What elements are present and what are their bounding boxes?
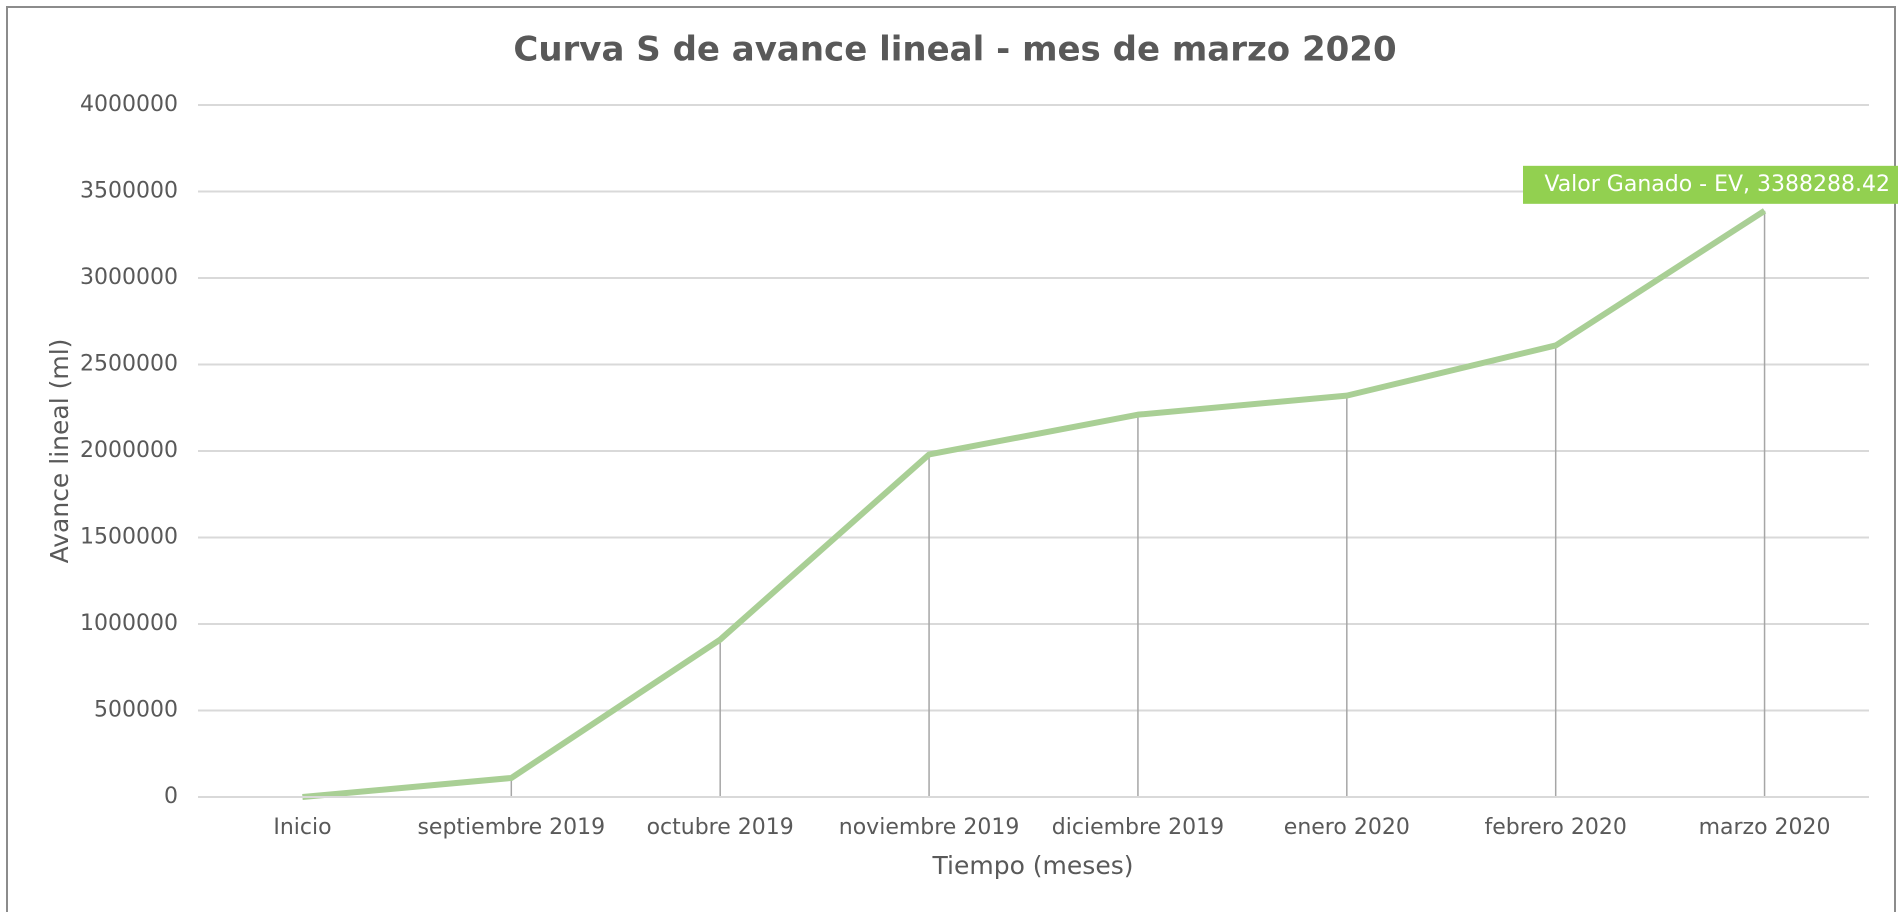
y-tick-label: 4000000 (80, 92, 178, 117)
y-tick-label: 2500000 (80, 352, 178, 377)
x-axis-title: Tiempo (meses) (932, 851, 1134, 880)
y-axis-title: Avance lineal (ml) (45, 339, 74, 564)
x-tick-label: enero 2020 (1284, 815, 1410, 840)
series-line (302, 208, 1767, 800)
y-tick-label: 1000000 (80, 611, 178, 636)
y-tick-label: 3000000 (80, 265, 178, 290)
x-tick-label: diciembre 2019 (1052, 815, 1224, 840)
x-tick-label: septiembre 2019 (417, 815, 605, 840)
x-tick-label: octubre 2019 (647, 815, 794, 840)
x-tick-label: febrero 2020 (1485, 815, 1627, 840)
data-label: Valor Ganado - EV, 3388288.42 (1544, 172, 1890, 197)
chart-title: Curva S de avance lineal - mes de marzo … (513, 30, 1396, 70)
chart-frame (6, 6, 1896, 912)
y-tick-label: 2000000 (80, 438, 178, 463)
x-tick-label: marzo 2020 (1699, 815, 1831, 840)
data-label-box (1523, 165, 1898, 204)
y-tick-label: 500000 (94, 698, 178, 723)
x-tick-label: noviembre 2019 (839, 815, 1020, 840)
y-tick-label: 0 (164, 784, 178, 809)
y-tick-label: 3500000 (80, 179, 178, 204)
y-tick-label: 1500000 (80, 525, 178, 550)
x-tick-label: Inicio (273, 815, 331, 840)
